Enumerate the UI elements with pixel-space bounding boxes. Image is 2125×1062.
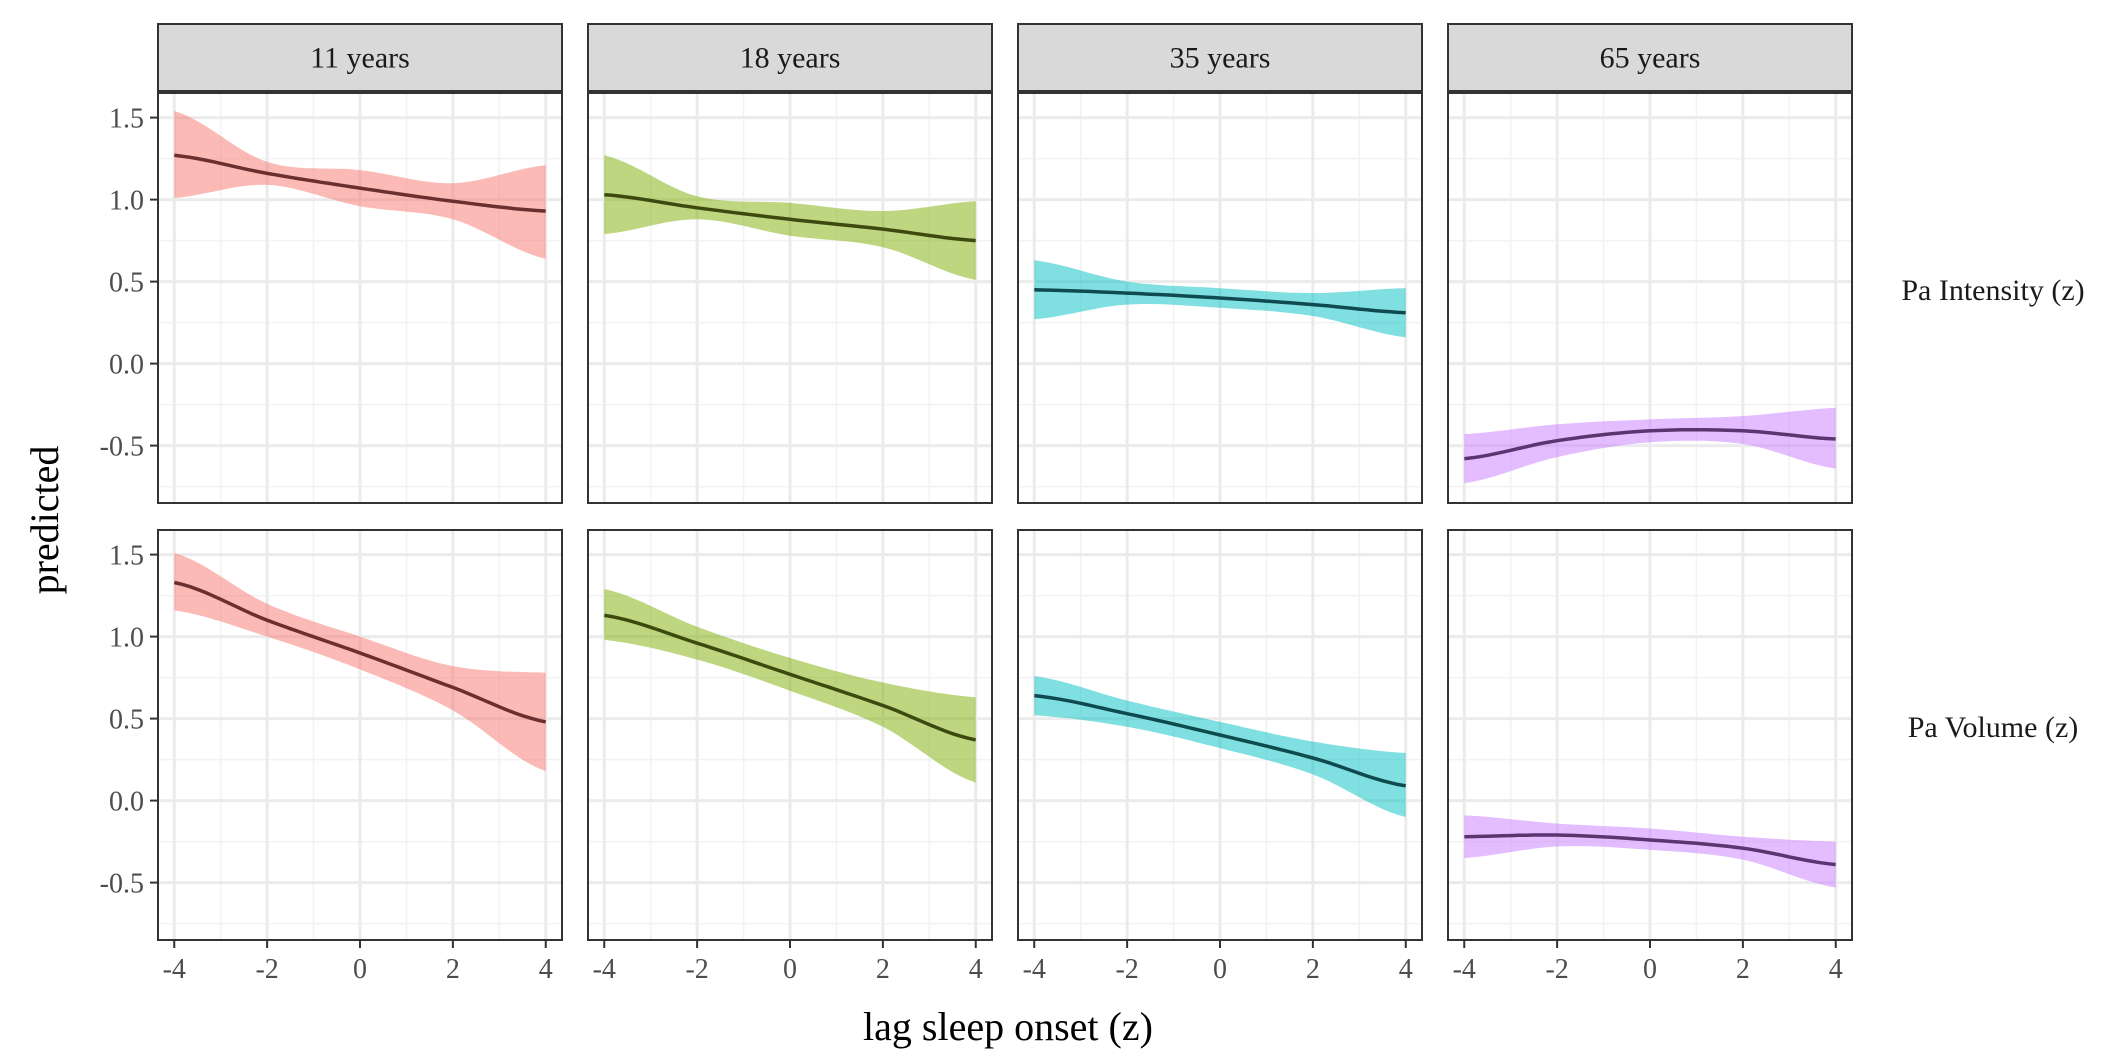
x-tick-label: 0 [1643, 954, 1657, 985]
y-tick-label: 1.5 [109, 104, 144, 135]
x-tick-label: -2 [255, 954, 278, 985]
facet-panel [1017, 529, 1423, 941]
x-tick-label: 4 [969, 954, 983, 985]
facet-strip [1447, 23, 1853, 92]
confidence-band [174, 111, 546, 259]
x-tick-label: -4 [593, 954, 616, 985]
x-tick-label: 0 [1213, 954, 1227, 985]
y-tick-label: 0.0 [109, 350, 144, 381]
series-line [1034, 288, 1406, 315]
panel-border [1017, 92, 1423, 504]
facet-panel [157, 529, 563, 941]
series-line [1464, 833, 1836, 867]
x-tick-label: 2 [446, 954, 460, 985]
y-tick-label: 1.0 [109, 623, 144, 654]
facet-panels [157, 92, 1853, 941]
confidence-band [174, 553, 546, 772]
x-tick-label: 2 [1736, 954, 1750, 985]
facet-strip-label: 65 years [1600, 42, 1701, 75]
confidence-band [1464, 407, 1836, 484]
y-axes: -0.5 0.0 0.5 1.0 1.5 -0.5 0.0 0.5 1.0 1.5 [100, 104, 158, 900]
x-tick-label: -4 [1023, 954, 1046, 985]
y-tick-label: 1.0 [109, 186, 144, 217]
row-labels: Pa Intensity (z) Pa Volume (z) [1901, 274, 2084, 744]
x-tick-label: -2 [1115, 954, 1138, 985]
x-tick-label: 4 [1829, 954, 1843, 985]
panel-border [157, 92, 563, 504]
x-tick-label: -2 [1545, 954, 1568, 985]
facet-strip-label: 18 years [740, 42, 841, 75]
series-line [604, 192, 976, 243]
y-tick-label: 0.5 [109, 705, 144, 736]
x-tick-label: -4 [163, 954, 186, 985]
facet-strip-label: 11 years [310, 42, 410, 75]
series-line [604, 613, 977, 742]
facet-strip [1017, 23, 1423, 92]
panel-border [587, 92, 993, 504]
x-axes: -4 -2 0 2 4 -4 -2 0 2 4 -4 -2 0 2 4 -4 -2 0 2 4 [163, 940, 1843, 985]
y-tick-label: 0.0 [109, 787, 144, 818]
y-tick-label: 0.5 [109, 268, 144, 299]
facet-strip [587, 23, 993, 92]
panel-border [1447, 92, 1853, 504]
facet-panel [587, 529, 993, 941]
series-line [174, 153, 546, 213]
x-axis-title: lag sleep onset (z) [863, 1004, 1153, 1049]
confidence-band [1034, 676, 1406, 817]
y-tick-label: 1.5 [109, 541, 144, 572]
facet-row-label: Pa Volume (z) [1908, 711, 2079, 744]
confidence-band [604, 589, 976, 783]
x-tick-label: 2 [1306, 954, 1320, 985]
x-tick-label: 2 [876, 954, 890, 985]
facet-panel [1447, 92, 1853, 504]
facet-strip [157, 23, 563, 92]
facet-panel [1447, 529, 1853, 941]
series-line [173, 580, 547, 724]
x-tick-label: 0 [353, 954, 367, 985]
x-tick-label: -4 [1453, 954, 1476, 985]
series-line [1034, 693, 1406, 788]
facet-panel [587, 92, 993, 504]
facet-panel [1017, 92, 1423, 504]
y-tick-label: -0.5 [100, 869, 144, 900]
y-tick-label: -0.5 [100, 432, 144, 463]
facet-strip-label: 35 years [1170, 42, 1271, 75]
series-line [1464, 427, 1836, 461]
facet-strips: 11 years 18 years 35 years 65 years [157, 23, 1853, 92]
x-tick-label: 4 [539, 954, 553, 985]
facet-row-label: Pa Intensity (z) [1901, 274, 2084, 307]
facet-panel [157, 92, 563, 504]
x-tick-label: -2 [685, 954, 708, 985]
x-tick-label: 4 [1399, 954, 1413, 985]
x-tick-label: 0 [783, 954, 797, 985]
y-axis-title: predicted [22, 446, 67, 595]
